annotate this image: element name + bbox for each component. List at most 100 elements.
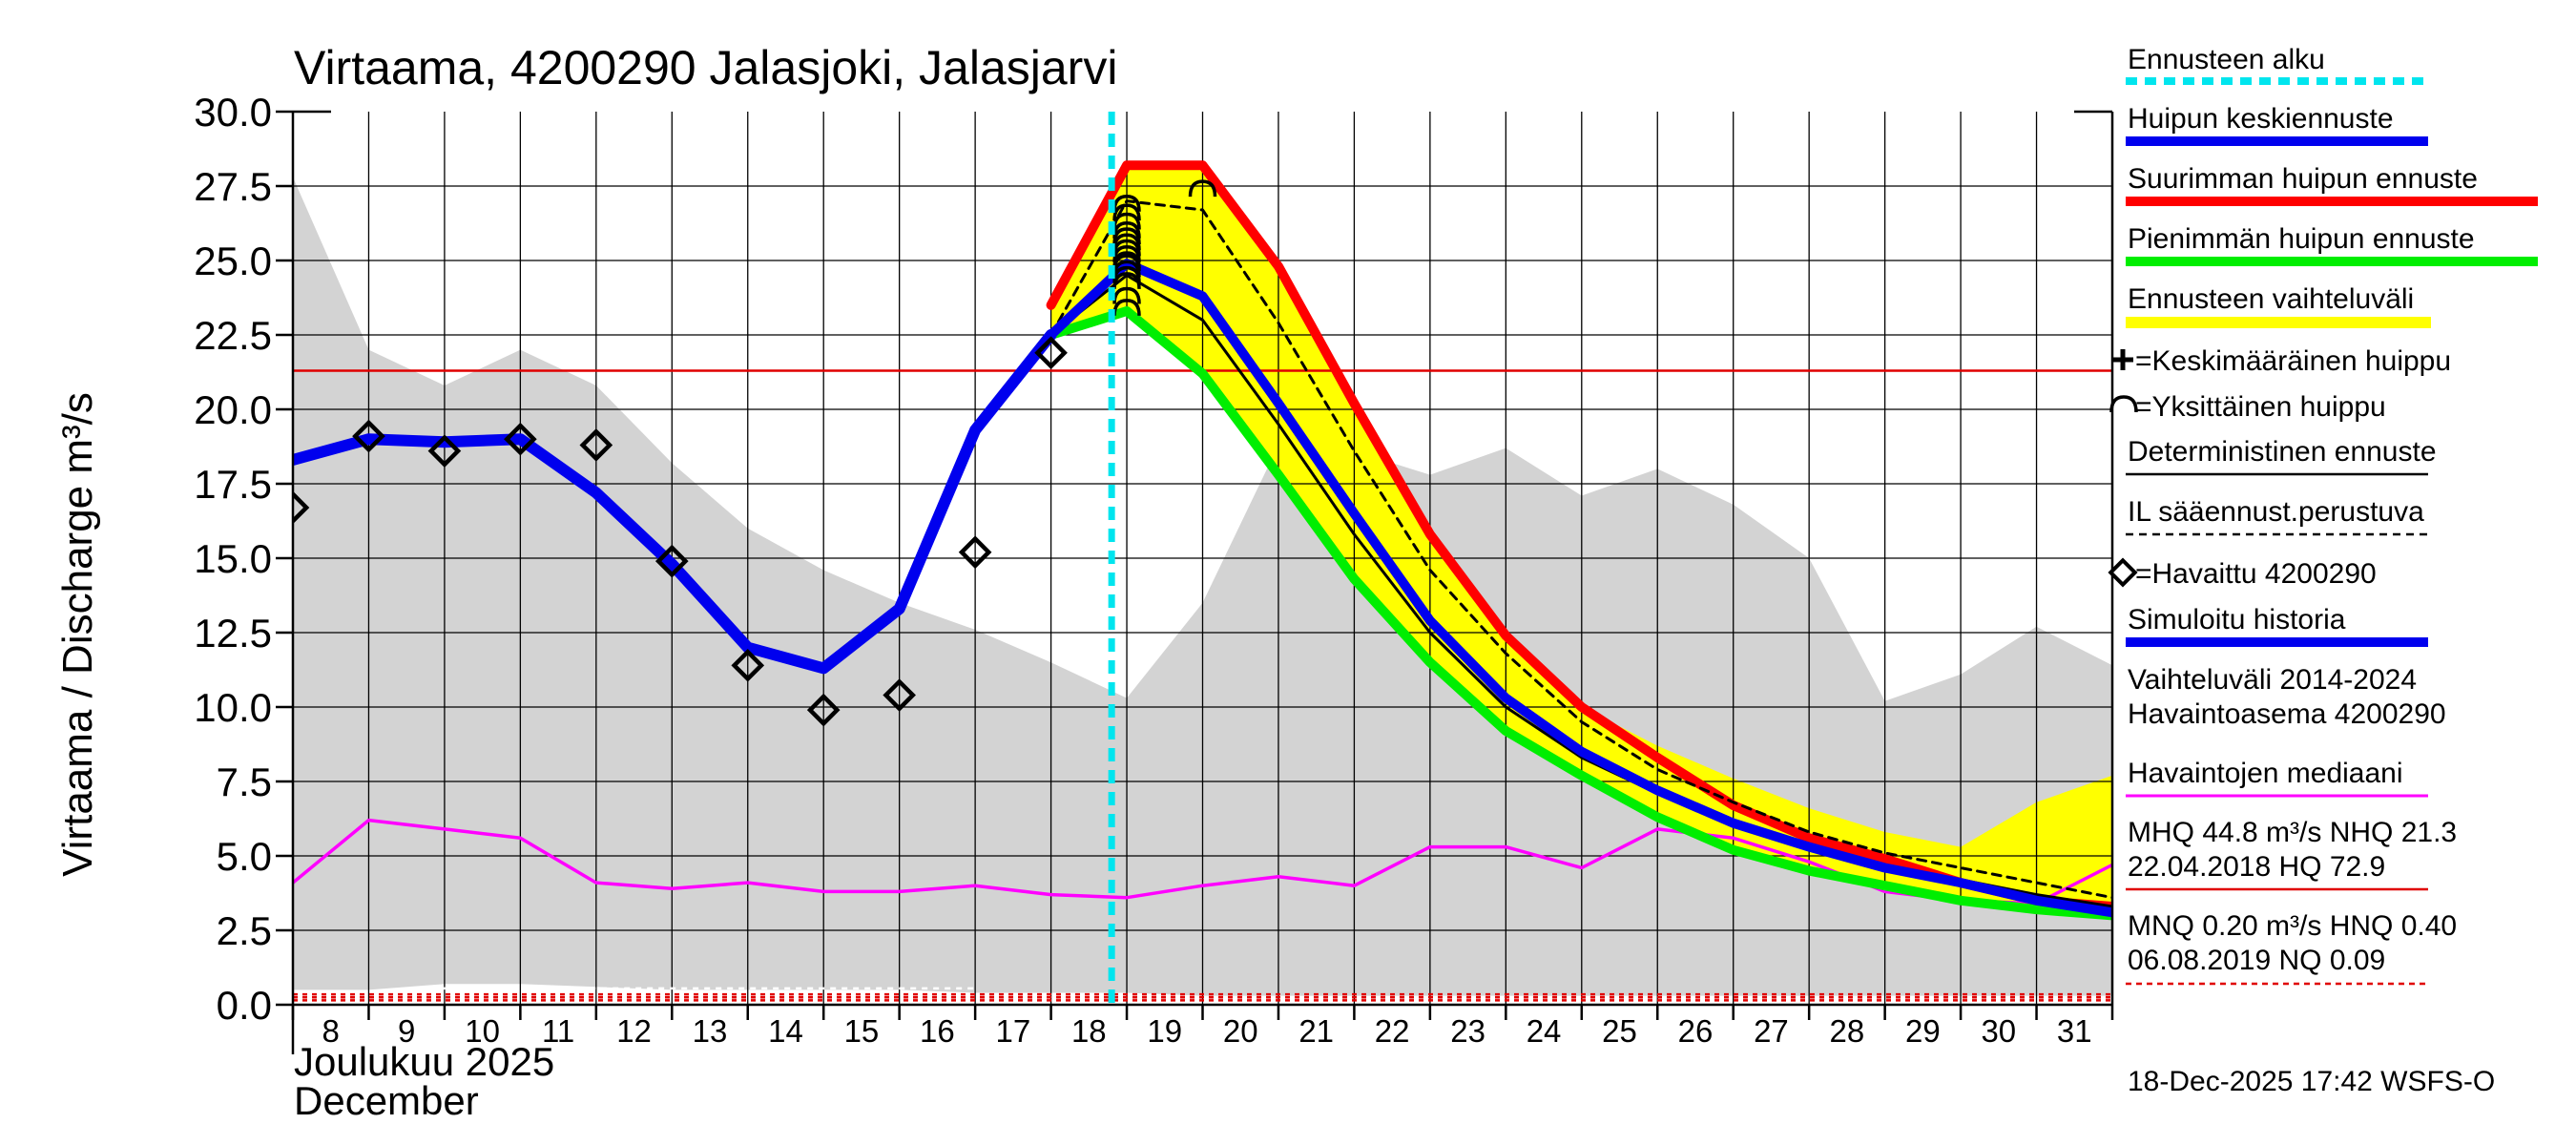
legend-median-label: Havaintojen mediaani — [2128, 758, 2403, 789]
individual-peak-marker — [1112, 194, 1141, 212]
x-tick-label: 8 — [322, 1013, 340, 1049]
y-tick-label: 10.0 — [194, 685, 272, 730]
observed-point — [883, 678, 916, 712]
y-tick-label: 30.0 — [194, 90, 272, 135]
observed-point — [579, 428, 613, 462]
individual-peak-marker — [1112, 221, 1141, 239]
y-tick-label: 25.0 — [194, 239, 272, 283]
observed-point — [427, 434, 462, 468]
legend-variation-label-1: Vaihteluväli 2014-2024 — [2128, 664, 2417, 696]
individual-peak-marker — [1112, 254, 1141, 272]
x-axis-month-label-en: December — [294, 1078, 479, 1123]
observed-point — [958, 535, 992, 570]
legend-min-peak-label: Pienimmän huipun ennuste — [2128, 223, 2475, 255]
legend-deterministic-label: Deterministinen ennuste — [2128, 436, 2437, 468]
x-tick-label: 9 — [398, 1013, 415, 1049]
x-tick-label: 11 — [542, 1013, 574, 1049]
legend-diamond-icon — [2108, 557, 2138, 588]
y-tick-label: 12.5 — [194, 611, 272, 656]
median-line — [293, 818, 2112, 906]
y-tick-label: 20.0 — [194, 387, 272, 432]
x-tick-label: 13 — [693, 1013, 728, 1049]
legend-avg-peak-label: =Keskimääräinen huippu — [2135, 345, 2451, 377]
x-tick-label: 15 — [844, 1013, 880, 1049]
x-tick-label: 31 — [2057, 1013, 2092, 1049]
legend-range-swatch — [2126, 317, 2431, 328]
legend-single-peak-label: =Yksittäinen huippu — [2135, 391, 2386, 423]
x-tick-label: 10 — [465, 1013, 500, 1049]
y-tick-label: 17.5 — [194, 462, 272, 507]
legend-stats-high-2: 22.04.2018 HQ 72.9 — [2128, 851, 2385, 883]
individual-peak-marker — [1112, 239, 1141, 257]
x-tick-label: 25 — [1602, 1013, 1637, 1049]
mean-peak-forecast-line — [1046, 259, 2112, 918]
x-tick-label: 22 — [1375, 1013, 1410, 1049]
legend-stats-low-1: MNQ 0.20 m³/s HNQ 0.40 — [2128, 910, 2457, 942]
x-tick-label: 12 — [616, 1013, 652, 1049]
legend-range-label: Ennusteen vaihteluväli — [2128, 283, 2414, 315]
legend-forecast-start-label: Ennusteen alku — [2128, 44, 2325, 75]
y-tick-label: 0.0 — [217, 983, 272, 1028]
legend: Ennusteen alku Huipun keskiennuste Suuri… — [2108, 44, 2538, 986]
forecast-range-band — [1050, 165, 2112, 916]
observed-point — [293, 490, 310, 525]
x-tick-label: 24 — [1527, 1013, 1562, 1049]
observed-point — [806, 693, 841, 727]
y-axis-label: Virtaama / Discharge m³/s — [54, 392, 101, 877]
timestamp-footer: 18-Dec-2025 17:42 WSFS-O — [2128, 1066, 2495, 1097]
x-tick-label: 23 — [1450, 1013, 1485, 1049]
legend-stats-high-1: MHQ 44.8 m³/s NHQ 21.3 — [2128, 817, 2457, 848]
legend-plus-icon — [2112, 349, 2133, 370]
x-tick-label: 30 — [1981, 1013, 2016, 1049]
x-tick-label: 20 — [1223, 1013, 1258, 1049]
individual-peak-marker — [1112, 203, 1141, 221]
x-tick-label: 16 — [920, 1013, 955, 1049]
x-tick-label: 19 — [1147, 1013, 1182, 1049]
chart-title: Virtaama, 4200290 Jalasjoki, Jalasjarvi — [294, 41, 1117, 94]
x-tick-label: 21 — [1298, 1013, 1334, 1049]
individual-peak-marker — [1112, 233, 1141, 251]
simulated-history-line — [293, 329, 1057, 675]
x-tick-label: 14 — [768, 1013, 803, 1049]
x-tick-label: 26 — [1678, 1013, 1714, 1049]
legend-stats-low-2: 06.08.2019 NQ 0.09 — [2128, 945, 2385, 976]
legend-arc-icon — [2109, 395, 2138, 413]
y-tick-label: 27.5 — [194, 164, 272, 209]
individual-peak-marker — [1112, 260, 1141, 278]
observed-point — [504, 422, 537, 456]
individual-peak-marker — [1188, 179, 1217, 198]
y-tick-label: 22.5 — [194, 313, 272, 358]
y-tick-label: 2.5 — [217, 908, 272, 953]
individual-peak-marker — [1112, 265, 1141, 283]
observed-point — [352, 419, 385, 453]
legend-simulated-label: Simuloitu historia — [2128, 604, 2346, 635]
legend-mean-peak-label: Huipun keskiennuste — [2128, 103, 2394, 135]
x-tick-label: 29 — [1905, 1013, 1941, 1049]
observed-point — [1034, 336, 1068, 370]
individual-peak-marker — [1112, 227, 1141, 245]
individual-peak-marker — [1112, 212, 1141, 230]
y-tick-label: 15.0 — [194, 536, 272, 581]
axes: 0.0 2.5 5.0 7.5 10.0 12.5 15.0 17.5 20.0 22.5 25.0… — [194, 90, 2114, 1054]
x-axis-month-label: Joulukuu 2025 — [294, 1039, 554, 1084]
legend-il-forecast-label: IL sääennust.perustuva — [2128, 496, 2424, 528]
x-tick-label: 18 — [1071, 1013, 1107, 1049]
legend-observed-label: =Havaittu 4200290 — [2135, 558, 2377, 590]
observed-point — [654, 544, 689, 578]
il-forecast-line — [1049, 199, 2112, 900]
y-tick-label: 7.5 — [217, 760, 272, 804]
x-tick-label: 17 — [995, 1013, 1030, 1049]
min-peak-forecast-line — [1046, 306, 2112, 921]
individual-peak-marker — [1112, 272, 1141, 289]
legend-variation-label-2: Havaintoasema 4200290 — [2128, 698, 2446, 730]
y-tick-label: 5.0 — [217, 834, 272, 879]
observed-point — [731, 648, 765, 682]
individual-peak-marker — [1112, 286, 1141, 304]
x-tick-label: 27 — [1754, 1013, 1789, 1049]
individual-peak-marker — [1112, 299, 1141, 316]
x-tick-label: 28 — [1830, 1013, 1865, 1049]
individual-peak-marker — [1112, 245, 1141, 262]
legend-max-peak-label: Suurimman huipun ennuste — [2128, 163, 2478, 195]
plot-area — [293, 112, 2112, 1005]
